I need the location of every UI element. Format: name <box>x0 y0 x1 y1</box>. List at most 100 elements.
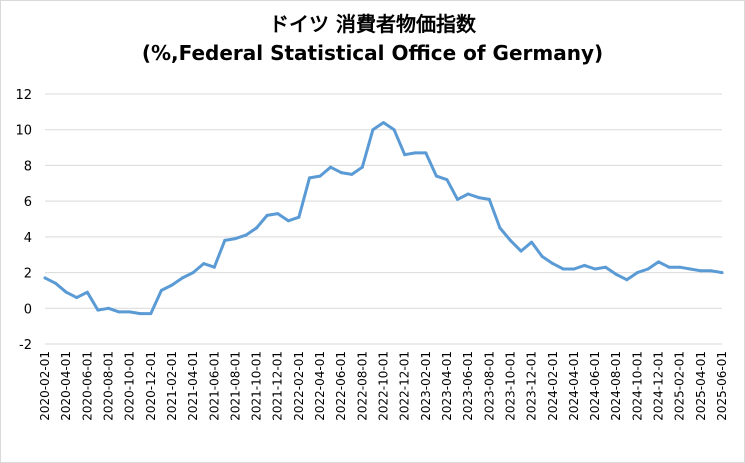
data-point <box>413 151 417 155</box>
x-tick-label: 2022-10-01 <box>377 351 391 421</box>
y-tick-label: 2 <box>24 267 32 282</box>
x-tick-label: 2021-08-01 <box>228 351 242 421</box>
x-tick-label: 2022-08-01 <box>355 351 369 421</box>
y-tick-label: 12 <box>15 88 32 103</box>
x-axis-tick-labels: 2020-02-01 2020-04-01 2020-06-01 2020-08-01… <box>38 351 729 421</box>
data-point <box>646 267 650 271</box>
x-tick-label: 2021-02-01 <box>165 351 179 421</box>
data-point <box>350 172 354 176</box>
data-point <box>244 233 248 237</box>
data-point <box>255 226 259 230</box>
data-point <box>699 269 703 273</box>
x-tick-label: 2023-02-01 <box>419 351 433 421</box>
x-tick-label: 2020-12-01 <box>144 351 158 421</box>
data-point <box>403 153 407 157</box>
data-point <box>371 128 375 132</box>
data-point <box>360 165 364 169</box>
x-tick-label: 2025-04-01 <box>694 351 708 421</box>
y-tick-label: 0 <box>24 302 32 317</box>
data-point <box>530 240 534 244</box>
data-point <box>466 192 470 196</box>
x-tick-label: 2021-06-01 <box>207 351 221 421</box>
x-tick-label: 2022-04-01 <box>313 351 327 421</box>
data-point <box>318 174 322 178</box>
data-point <box>308 176 311 180</box>
data-point <box>540 255 544 258</box>
x-tick-label: 2023-10-01 <box>503 351 517 421</box>
data-point <box>382 121 385 125</box>
data-point <box>223 238 227 242</box>
data-point <box>604 265 608 269</box>
data-point <box>297 215 301 219</box>
x-tick-label: 2024-12-01 <box>652 351 666 421</box>
data-point <box>709 269 713 273</box>
data-point <box>561 267 565 271</box>
x-tick-label: 2023-12-01 <box>525 351 539 421</box>
x-tick-label: 2025-06-01 <box>715 351 729 421</box>
data-point <box>519 249 523 253</box>
data-point <box>720 271 724 275</box>
data-point <box>445 178 449 182</box>
x-tick-label: 2020-08-01 <box>101 351 115 421</box>
y-tick-label: 8 <box>24 159 32 174</box>
data-point <box>265 213 269 217</box>
data-point <box>614 272 618 276</box>
x-tick-label: 2025-02-01 <box>673 351 687 421</box>
data-point <box>96 308 100 312</box>
x-tick-label: 2022-02-01 <box>292 351 306 421</box>
x-tick-label: 2024-04-01 <box>567 351 581 421</box>
data-point <box>678 265 682 269</box>
x-tick-label: 2021-04-01 <box>186 351 200 421</box>
x-tick-label: 2022-12-01 <box>398 351 412 421</box>
x-tick-label: 2020-10-01 <box>123 351 137 421</box>
y-axis-tick-labels: 12 10 8 6 4 2 0 -2 <box>15 88 32 353</box>
x-tick-label: 2020-04-01 <box>59 351 73 421</box>
data-point <box>64 290 68 294</box>
chart-title: ドイツ 消費者物価指数 (%,Federal Statistical Offic… <box>0 10 745 68</box>
y-tick-label: -2 <box>19 338 32 353</box>
data-point <box>572 267 576 271</box>
data-point <box>149 312 153 316</box>
data-point <box>392 128 396 132</box>
data-point <box>456 197 459 201</box>
data-point <box>424 151 428 155</box>
data-point <box>508 238 512 242</box>
data-point <box>128 310 132 314</box>
data-point <box>276 212 280 216</box>
data-point <box>43 276 47 280</box>
data-point <box>339 171 343 175</box>
x-tick-label: 2022-06-01 <box>334 351 348 421</box>
x-tick-label: 2024-10-01 <box>630 351 644 421</box>
y-tick-label: 4 <box>24 231 32 246</box>
data-point <box>54 281 58 285</box>
series-line <box>43 121 724 316</box>
data-point <box>487 197 491 201</box>
x-tick-label: 2023-08-01 <box>482 351 496 421</box>
y-tick-label: 6 <box>24 195 32 210</box>
data-point <box>75 296 79 300</box>
data-point <box>434 174 438 178</box>
data-point <box>551 262 555 266</box>
data-point <box>233 237 237 241</box>
x-tick-label: 2024-08-01 <box>609 351 623 421</box>
chart-title-line1: ドイツ 消費者物価指数 <box>269 12 476 36</box>
data-point <box>181 276 184 280</box>
x-tick-label: 2020-06-01 <box>80 351 94 421</box>
data-point <box>85 290 89 294</box>
data-point <box>107 306 110 310</box>
data-point <box>286 219 290 223</box>
data-point <box>593 267 597 271</box>
x-tick-label: 2024-02-01 <box>546 351 560 421</box>
data-point <box>667 265 671 269</box>
x-tick-label: 2023-04-01 <box>440 351 454 421</box>
data-point <box>657 260 660 264</box>
data-point <box>138 312 142 316</box>
x-tick-label: 2021-10-01 <box>250 351 264 421</box>
x-tick-label: 2021-12-01 <box>271 351 285 421</box>
data-point <box>170 283 174 287</box>
data-point <box>202 262 206 266</box>
data-point <box>477 196 481 200</box>
data-point <box>212 265 216 269</box>
